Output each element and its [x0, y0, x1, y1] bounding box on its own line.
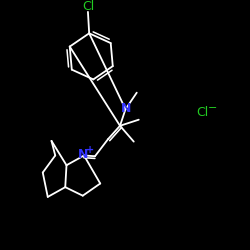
Text: +: + [86, 145, 94, 155]
Text: N: N [121, 102, 131, 115]
Text: N: N [78, 148, 89, 161]
Text: −: − [208, 103, 217, 113]
Text: Cl: Cl [82, 0, 94, 13]
Text: Cl: Cl [196, 106, 208, 119]
